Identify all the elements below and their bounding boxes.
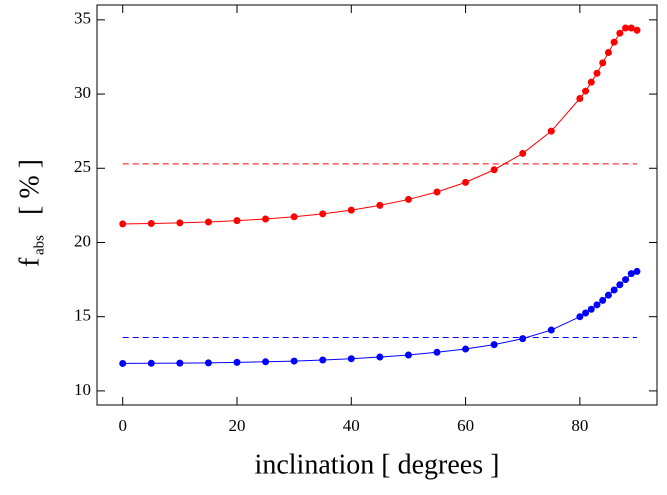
data-point — [462, 345, 470, 353]
y-axis-label-sub: abs — [31, 235, 47, 255]
y-axis-label-group: f abs [ % ] — [14, 159, 47, 267]
y-tick-label: 20 — [74, 231, 91, 250]
data-point — [204, 359, 212, 367]
data-point — [204, 218, 212, 226]
data-point — [616, 29, 624, 37]
y-tick-label: 10 — [74, 380, 91, 399]
y-axis-label: f — [14, 257, 45, 267]
data-point — [633, 26, 641, 34]
data-point — [147, 359, 155, 367]
data-point — [262, 358, 270, 366]
data-point — [119, 359, 127, 367]
data-point — [290, 213, 298, 221]
data-point — [233, 217, 241, 225]
y-tick-label: 35 — [74, 9, 91, 28]
series-line — [122, 27, 638, 225]
y-tick-label: 25 — [74, 157, 91, 176]
data-point — [404, 195, 412, 203]
data-point — [376, 353, 384, 361]
data-point — [576, 313, 584, 321]
y-tick-label: 30 — [74, 83, 91, 102]
data-point — [633, 267, 641, 275]
data-point — [147, 219, 155, 227]
data-point — [433, 188, 441, 196]
data-point — [404, 351, 412, 359]
x-tick-label: 60 — [457, 416, 474, 435]
data-point — [610, 38, 618, 46]
x-axis-label: inclination [ degrees ] — [255, 449, 500, 480]
data-point — [319, 356, 327, 364]
data-point — [376, 201, 384, 209]
data-point — [622, 24, 630, 32]
x-tick-label: 80 — [571, 416, 588, 435]
data-point — [547, 127, 555, 135]
data-point — [176, 219, 184, 227]
data-point — [604, 48, 612, 56]
data-point — [519, 335, 527, 343]
data-point — [262, 215, 270, 223]
data-point — [599, 296, 607, 304]
data-point — [290, 357, 298, 365]
series-line — [122, 270, 638, 364]
data-point — [593, 301, 601, 309]
y-tick-label: 15 — [74, 306, 91, 325]
data-point — [599, 59, 607, 67]
x-tick-label: 20 — [229, 416, 246, 435]
y-axis-label-unit: [ % ] — [14, 159, 45, 215]
data-point — [519, 149, 527, 157]
data-point — [582, 87, 590, 95]
data-point — [490, 166, 498, 174]
data-point — [616, 281, 624, 289]
data-point — [176, 359, 184, 367]
data-point — [627, 270, 635, 278]
plot-frame — [96, 4, 658, 406]
data-point — [604, 291, 612, 299]
data-point — [587, 78, 595, 86]
data-point — [587, 305, 595, 313]
data-point — [490, 341, 498, 349]
data-point — [319, 210, 327, 218]
x-tick-label: 40 — [343, 416, 360, 435]
data-point — [593, 69, 601, 77]
data-point — [622, 276, 630, 284]
data-point — [347, 206, 355, 214]
data-point — [627, 24, 635, 32]
data-point — [576, 95, 584, 103]
data-point — [347, 355, 355, 363]
data-point — [462, 178, 470, 186]
data-point — [610, 286, 618, 294]
data-point — [119, 220, 127, 228]
data-point — [233, 358, 241, 366]
data-point — [582, 309, 590, 317]
data-point — [547, 326, 555, 334]
x-tick-label: 0 — [118, 416, 127, 435]
data-point — [433, 348, 441, 356]
